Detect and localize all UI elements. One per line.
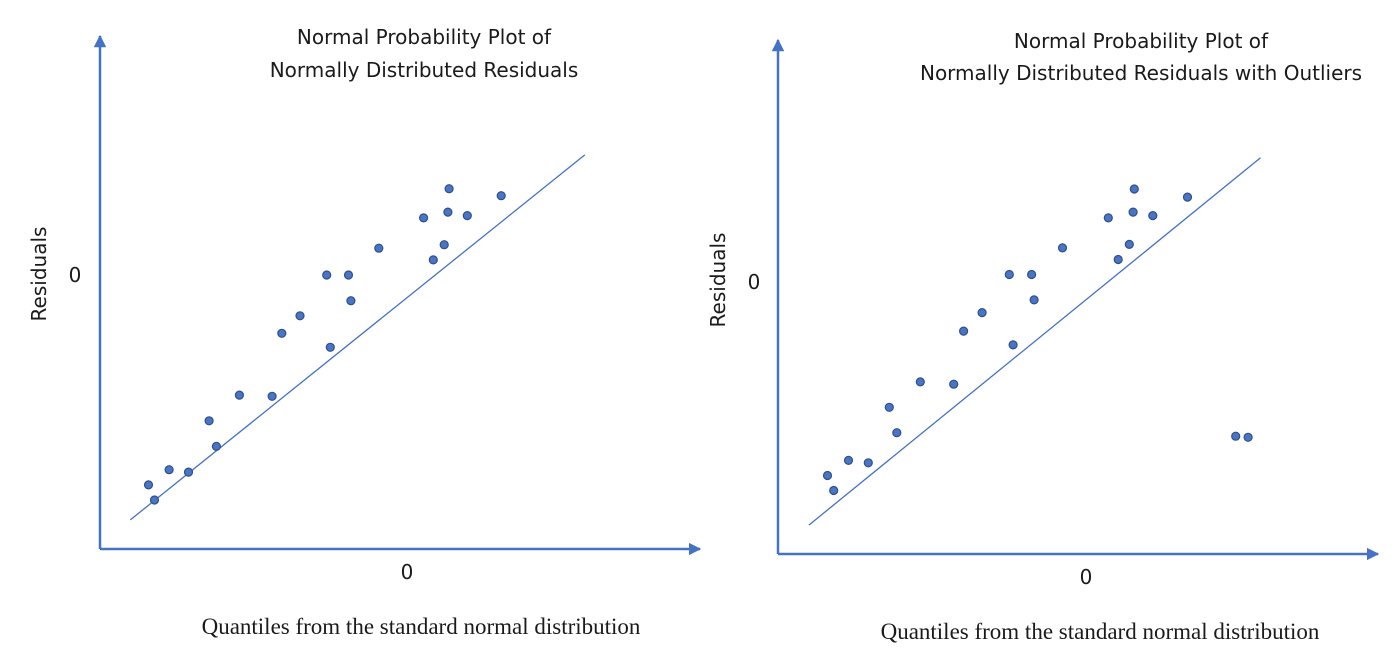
- right-data-point-1: [822, 470, 833, 481]
- left-data-point-6: [211, 441, 221, 451]
- left-data-point-4: [183, 467, 194, 477]
- left-data-point-20: [444, 184, 454, 194]
- left-data-point-21: [462, 211, 472, 221]
- right-data-point-13: [1026, 269, 1037, 280]
- left-x-axis-label: Quantiles from the standard normal distr…: [202, 614, 641, 639]
- left-data-point-12: [325, 342, 335, 352]
- right-reference-line: [808, 157, 1261, 526]
- right-data-point-18: [1124, 239, 1134, 249]
- right-data-point-12: [1008, 340, 1018, 350]
- left-y-axis-label: Residuals: [27, 227, 51, 322]
- right-data-point-19: [1128, 207, 1138, 217]
- right-plot-title-line-1: Normal Probability Plot of: [1014, 29, 1269, 53]
- left-data-point-14: [346, 296, 356, 306]
- left-plot-title-line-2: Normally Distributed Residuals: [270, 58, 579, 82]
- right-data-point-6: [892, 428, 902, 438]
- left-data-point-7: [234, 390, 244, 400]
- right-data-point-8: [949, 379, 959, 389]
- right-x-tick-label-0: 0: [1080, 565, 1093, 589]
- right-data-point-4: [863, 458, 873, 468]
- right-y-tick-label-0: 0: [748, 270, 761, 294]
- right-data-point-15: [1057, 243, 1068, 253]
- right-data-point-23: [1231, 431, 1241, 441]
- right-data-point-2: [829, 485, 839, 496]
- left-data-point-17: [428, 255, 438, 265]
- left-data-point-5: [204, 416, 214, 426]
- left-data-point-1: [143, 480, 154, 490]
- left-data-point-22: [496, 191, 506, 201]
- right-data-point-14: [1029, 295, 1039, 305]
- right-data-point-21: [1148, 211, 1158, 221]
- left-data-point-11: [322, 270, 332, 280]
- left-data-point-8: [267, 391, 277, 401]
- left-plot-panel: Normal Probability Plot of Normally Dist…: [27, 25, 702, 639]
- right-y-axis-label: Residuals: [706, 233, 730, 328]
- left-data-point-10: [295, 311, 305, 321]
- right-data-point-3: [843, 455, 854, 465]
- right-data-point-16: [1103, 213, 1113, 223]
- right-data-point-17: [1113, 254, 1123, 265]
- left-y-tick-label-0: 0: [69, 263, 82, 287]
- left-data-point-13: [343, 270, 354, 280]
- left-data-point-16: [419, 213, 429, 223]
- left-data-points: [143, 184, 506, 505]
- right-data-point-22: [1182, 192, 1193, 202]
- left-data-point-19: [443, 207, 453, 217]
- right-plot-title-line-2: Normally Distributed Residuals with Outl…: [920, 61, 1362, 85]
- right-data-point-20: [1129, 184, 1139, 194]
- left-data-point-15: [374, 243, 384, 253]
- right-data-point-7: [915, 377, 925, 387]
- right-data-points: [822, 184, 1253, 496]
- right-data-point-10: [977, 308, 987, 318]
- left-x-tick-label-0: 0: [401, 560, 414, 584]
- right-data-point-9: [958, 326, 969, 336]
- left-reference-line: [129, 154, 586, 521]
- left-data-point-18: [439, 240, 449, 250]
- right-data-point-11: [1004, 269, 1014, 280]
- right-data-point-24: [1243, 432, 1253, 442]
- right-x-axis-label: Quantiles from the standard normal distr…: [881, 619, 1320, 644]
- left-plot-title-line-1: Normal Probability Plot of: [297, 25, 552, 49]
- right-plot-panel: Normal Probability Plot of Normally Dist…: [706, 29, 1380, 644]
- left-data-point-3: [164, 465, 174, 475]
- left-data-point-2: [149, 495, 160, 505]
- left-data-point-9: [277, 328, 287, 338]
- right-data-point-5: [884, 402, 894, 412]
